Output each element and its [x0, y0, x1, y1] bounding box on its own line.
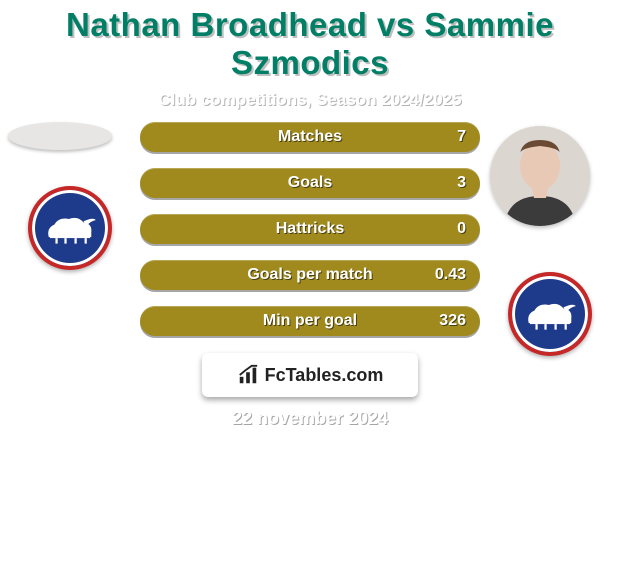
- stat-row: Min per goal 326: [140, 306, 480, 336]
- stat-value: 326: [439, 312, 466, 330]
- ipswich-crest-icon: [28, 186, 112, 270]
- stat-label: Goals per match: [247, 266, 372, 284]
- player-left-placeholder: [8, 122, 112, 150]
- club-crest-left: [20, 178, 120, 278]
- stats-list: Matches 7 Goals 3 Hattricks 0 Goals per match 0…: [140, 122, 480, 336]
- stat-value: 3: [457, 174, 466, 192]
- ipswich-crest-icon: [508, 272, 592, 356]
- subtitle: Club competitions, Season 2024/2025: [0, 90, 620, 110]
- stat-row: Matches 7: [140, 122, 480, 152]
- brand-badge: FcTables.com: [202, 353, 418, 397]
- stat-label: Goals: [288, 174, 332, 192]
- player-right-photo: [490, 126, 590, 226]
- stat-label: Matches: [278, 128, 342, 146]
- stat-label: Min per goal: [263, 312, 357, 330]
- stat-row: Goals 3: [140, 168, 480, 198]
- stat-value: 7: [457, 128, 466, 146]
- stat-label: Hattricks: [276, 220, 344, 238]
- stat-value: 0.43: [435, 266, 466, 284]
- club-crest-right: [498, 262, 602, 366]
- page-title: Nathan Broadhead vs Sammie Szmodics: [0, 0, 620, 82]
- stat-value: 0: [457, 220, 466, 238]
- bars-icon: [237, 364, 259, 386]
- brand-text: FcTables.com: [265, 365, 384, 386]
- stat-row: Hattricks 0: [140, 214, 480, 244]
- comparison-card: Nathan Broadhead vs Sammie Szmodics Club…: [0, 0, 620, 580]
- stat-row: Goals per match 0.43: [140, 260, 480, 290]
- date-label: 22 november 2024: [0, 408, 620, 429]
